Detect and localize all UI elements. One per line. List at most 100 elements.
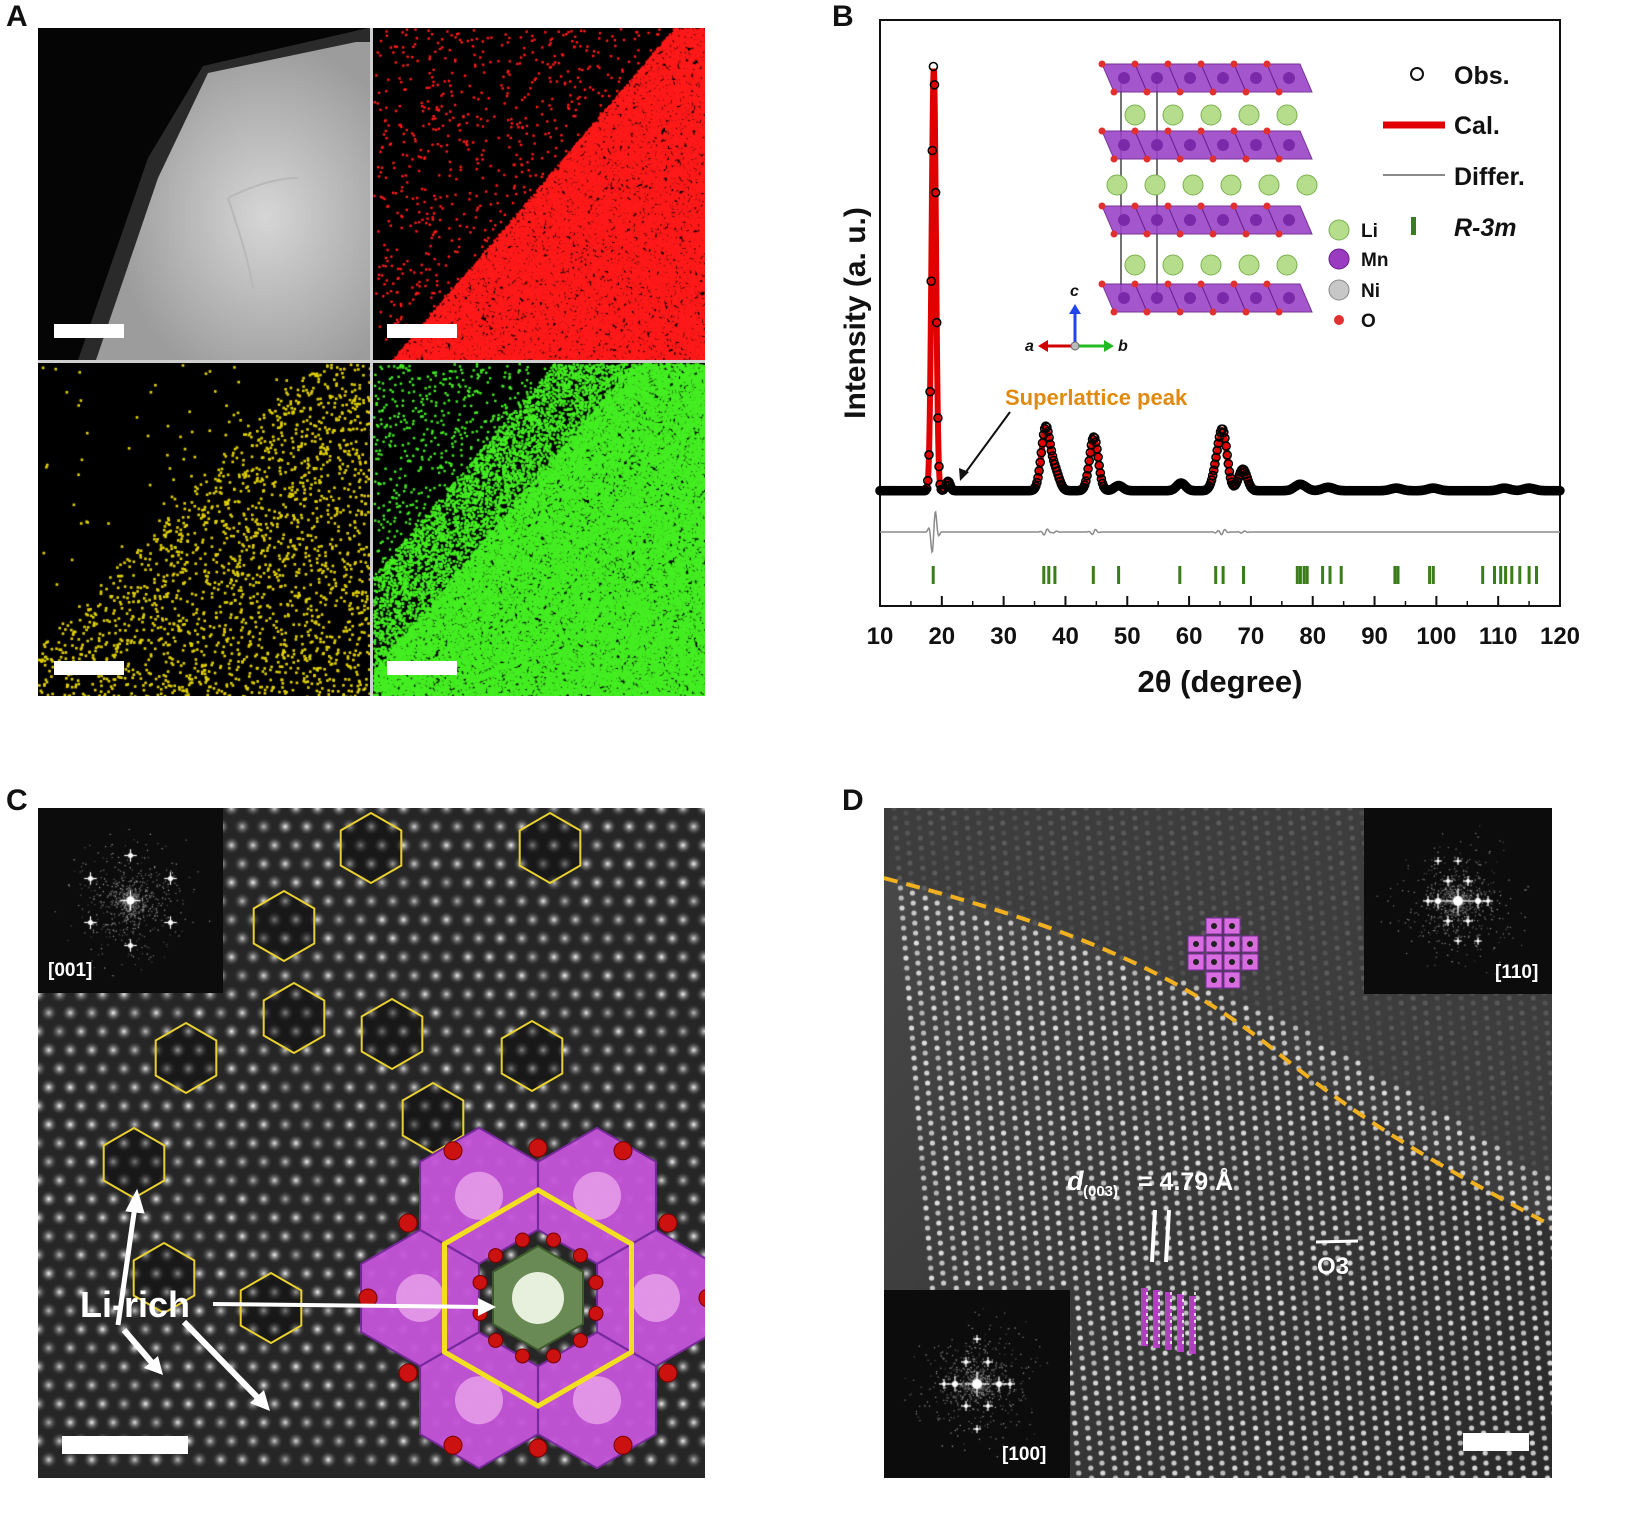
obs-point: [1045, 439, 1055, 450]
obs-point: [925, 386, 935, 397]
obs-point: [1222, 450, 1233, 460]
obs-point: [1032, 477, 1042, 488]
x-tick-label: 110: [1479, 623, 1518, 650]
x-tick-label: 120: [1540, 623, 1580, 650]
fft-label-100: [100]: [1002, 1444, 1047, 1465]
obs-point: [1095, 468, 1106, 478]
rock-salt-motif: [1187, 917, 1259, 989]
li-rich-arrowhead-2: [250, 1390, 270, 1411]
obs-point: [1082, 470, 1092, 481]
d-value: = 4.79 Å: [1138, 1167, 1233, 1196]
eds-dots-red: [373, 28, 705, 360]
reflection-tick: [1504, 566, 1508, 584]
diff-line: [880, 510, 1560, 554]
fft-pattern: [884, 1290, 1070, 1478]
obs-point: [1555, 485, 1565, 496]
panel-d-stem-image: d (003) = 4.79 Å O3 [110] [100]: [884, 808, 1552, 1478]
legend-marker-r3m: [1411, 217, 1416, 235]
reflection-tick: [1305, 566, 1309, 584]
li-rich-hexagon: [102, 1126, 166, 1200]
element-li: Li: [1361, 221, 1378, 242]
scale-bar: [54, 324, 124, 338]
fft-inset-110: [110]: [1364, 808, 1552, 994]
li-rich-hexagon: [500, 1019, 564, 1093]
li-rich-label: Li-rich: [80, 1284, 190, 1325]
crystal-structure-inset: [1098, 60, 1318, 316]
obs-point: [923, 475, 933, 486]
element-mn: Mn: [1361, 250, 1388, 271]
x-tick-label: 70: [1238, 623, 1265, 650]
li-rich-hexagon: [252, 889, 316, 963]
o3-label: O3: [1317, 1253, 1349, 1280]
li-rich-hexagon: [239, 1271, 303, 1345]
obs-point: [934, 461, 944, 472]
eds-dots-yellow: [38, 363, 370, 696]
reflection-tick: [1328, 566, 1332, 584]
panel-b-xrd-chart: 10 20 30 40 50 60 70 80 90 100 110 120 Intensity (a…: [820, 10, 1627, 710]
li-rich-arrow-long: [212, 1302, 484, 1309]
x-tick-label: 40: [1052, 623, 1079, 650]
panel-label-b: B: [832, 0, 854, 33]
reflection-tick: [1221, 566, 1225, 584]
obs-point: [1089, 433, 1100, 443]
reflection-tick: [1053, 566, 1057, 584]
reflection-tick: [1214, 566, 1218, 584]
legend-cal: Cal.: [1454, 112, 1500, 140]
reflection-ticks: [931, 566, 1538, 584]
honeycomb-model: [358, 1126, 705, 1470]
obs-point: [1044, 432, 1054, 443]
reflection-tick: [1510, 566, 1514, 584]
x-tick-label: 100: [1416, 623, 1456, 650]
element-o: O: [1361, 311, 1376, 332]
panel-d-overlay: d (003) = 4.79 Å O3: [884, 876, 1552, 1451]
observed-points: [875, 61, 1565, 496]
reflection-tick: [1431, 566, 1435, 584]
reflection-tick: [1178, 566, 1182, 584]
obs-point: [1088, 432, 1099, 442]
obs-point: [1212, 445, 1223, 456]
layered-motif: [1141, 1288, 1196, 1354]
reflection-tick: [1091, 566, 1095, 584]
o3-mark: [1315, 1239, 1359, 1244]
panel-c-overlay: Li-rich: [62, 811, 705, 1470]
y-axis-label: Intensity (a. u.): [839, 207, 872, 419]
d-spacing-mark-1: [1150, 1209, 1157, 1263]
d-subscript: (003): [1083, 1183, 1118, 1200]
x-tick-label: 20: [928, 623, 955, 650]
obs-point: [1207, 470, 1218, 481]
eds-map-red: [373, 28, 705, 360]
eds-map-green: [373, 363, 705, 696]
reflection-tick: [1396, 566, 1400, 584]
obs-point: [1079, 480, 1090, 490]
li-rich-arrow-2: [181, 1319, 263, 1403]
axis-c-label: c: [1070, 283, 1079, 300]
reflection-tick: [1298, 566, 1302, 584]
surface-boundary-line: [884, 876, 1552, 1228]
reflection-tick: [1518, 566, 1522, 584]
obs-point: [1041, 421, 1051, 432]
x-tick-label: 90: [1361, 623, 1388, 650]
reflection-tick: [1493, 566, 1496, 584]
obs-point: [927, 145, 938, 156]
scale-bar: [387, 324, 457, 338]
li-rich-arrowhead-1: [144, 1356, 163, 1375]
obs-point: [933, 413, 943, 423]
reflection-tick: [1481, 566, 1485, 584]
reflection-tick: [1499, 566, 1503, 584]
x-tick-label: 60: [1176, 623, 1203, 650]
haadf-particle: [38, 28, 370, 360]
li-rich-hexagon: [154, 1021, 218, 1095]
x-axis-label: 2θ (degree): [1138, 664, 1303, 699]
x-axis-ticks: 10 20 30 40 50 60 70 80 90 100 110 120: [867, 596, 1580, 650]
reflection-tick: [1527, 566, 1531, 584]
legend: Obs. Cal. Differ. R-3m: [1383, 62, 1525, 242]
scale-bar: [1463, 1433, 1529, 1451]
reflection-tick: [931, 566, 935, 584]
reflection-tick: [1321, 566, 1325, 584]
li-rich-hexagon: [360, 997, 424, 1071]
x-tick-label: 80: [1299, 623, 1326, 650]
axis-a-label: a: [1025, 338, 1034, 355]
scale-bar: [54, 661, 124, 675]
reflection-tick: [1117, 566, 1121, 584]
eds-map-yellow: [38, 363, 370, 696]
